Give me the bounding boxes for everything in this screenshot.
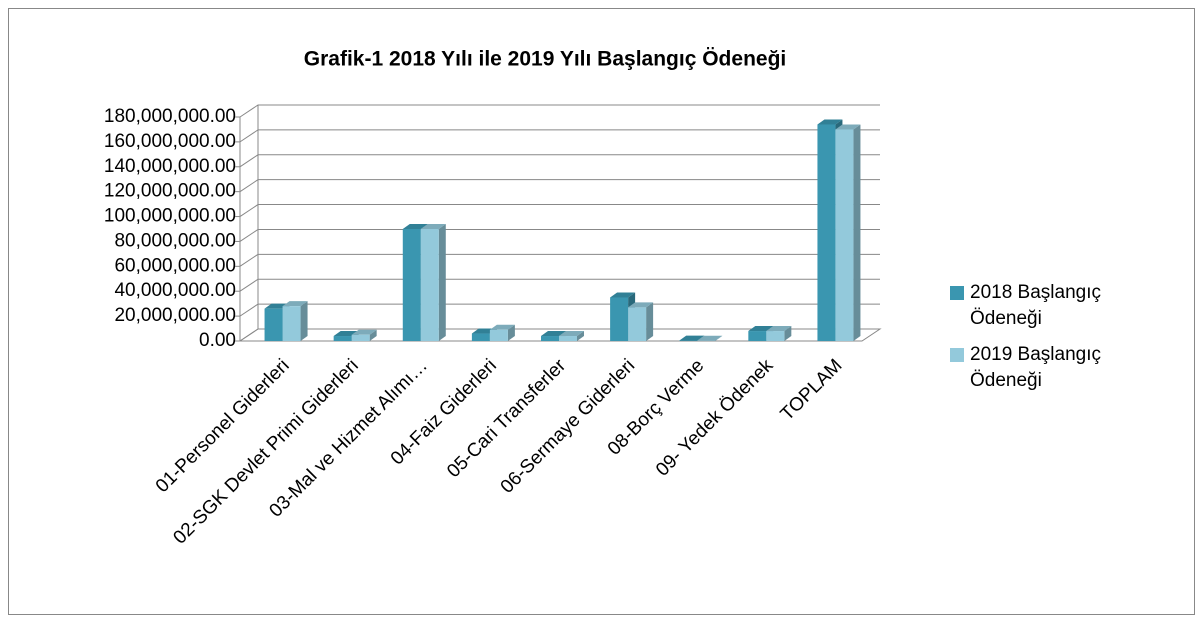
bar-side bbox=[853, 124, 861, 341]
bar-top bbox=[748, 326, 774, 332]
y-tick-label: 180,000,000.00 bbox=[104, 106, 236, 127]
legend-item: 2018 Başlangıç Ödeneği bbox=[950, 280, 1190, 332]
bar bbox=[489, 329, 508, 341]
grid-line bbox=[239, 104, 880, 118]
bar-top bbox=[628, 302, 654, 308]
bar bbox=[351, 334, 370, 341]
grid-line bbox=[239, 154, 880, 168]
bar-side bbox=[715, 335, 723, 341]
chart-border bbox=[8, 8, 1195, 615]
bar bbox=[748, 331, 767, 341]
y-tick-label: 40,000,000.00 bbox=[114, 280, 236, 301]
bar bbox=[817, 124, 836, 341]
bar bbox=[610, 297, 629, 341]
bar-side bbox=[646, 302, 654, 341]
bar bbox=[541, 336, 559, 341]
bar bbox=[628, 307, 647, 341]
bar bbox=[282, 306, 301, 341]
bar-side bbox=[577, 331, 584, 341]
bar-side bbox=[784, 326, 792, 341]
bar bbox=[835, 129, 854, 341]
grid-line bbox=[239, 228, 880, 242]
y-tick-label: 160,000,000.00 bbox=[104, 131, 236, 152]
bar-side bbox=[300, 301, 308, 341]
y-tick-label: 60,000,000.00 bbox=[114, 255, 236, 276]
bar-top bbox=[559, 331, 584, 337]
grid-line bbox=[239, 253, 880, 267]
legend: 2018 Başlangıç Ödeneği 2019 Başlangıç Öde… bbox=[950, 280, 1190, 404]
bar-top bbox=[489, 324, 515, 330]
grid-line bbox=[239, 328, 880, 342]
bar-top bbox=[351, 329, 377, 335]
bar bbox=[471, 333, 490, 341]
y-tick-label: 100,000,000.00 bbox=[104, 206, 236, 227]
y-tick-label: 0.00 bbox=[199, 330, 236, 351]
bar bbox=[766, 331, 785, 341]
bar bbox=[264, 308, 283, 341]
bar-top bbox=[835, 124, 861, 130]
legend-label: 2019 Başlangıç Ödeneği bbox=[970, 344, 1101, 391]
bar bbox=[333, 336, 352, 341]
legend-item: 2019 Başlangıç Ödeneği bbox=[950, 342, 1190, 394]
bar-top bbox=[817, 119, 843, 125]
bar-top bbox=[420, 224, 446, 229]
bar-top bbox=[541, 331, 566, 337]
bar-top bbox=[610, 292, 636, 298]
bar bbox=[420, 229, 439, 341]
grid-line bbox=[239, 278, 880, 292]
bar-top bbox=[402, 224, 428, 229]
bar bbox=[402, 229, 421, 341]
bar-top bbox=[679, 335, 705, 341]
bar bbox=[559, 336, 577, 341]
y-tick-label: 20,000,000.00 bbox=[114, 305, 236, 326]
legend-swatch bbox=[950, 348, 964, 362]
y-tick-label: 80,000,000.00 bbox=[114, 230, 236, 251]
bar-side bbox=[369, 329, 377, 341]
y-tick-label: 120,000,000.00 bbox=[104, 181, 236, 202]
grid-line bbox=[239, 204, 880, 217]
bar-top bbox=[282, 301, 308, 307]
grid-line bbox=[239, 129, 880, 143]
bar-top bbox=[766, 326, 792, 332]
grid-line bbox=[239, 303, 880, 317]
bar-side bbox=[438, 224, 446, 341]
grid-line bbox=[239, 179, 880, 193]
legend-label: 2018 Başlangıç Ödeneği bbox=[970, 282, 1101, 329]
bar-side bbox=[507, 324, 515, 341]
y-tick-label: 140,000,000.00 bbox=[104, 156, 236, 177]
legend-swatch bbox=[950, 286, 964, 300]
bar-top bbox=[697, 335, 723, 341]
chart-title: Grafik-1 2018 Yılı ile 2019 Yılı Başlang… bbox=[304, 48, 786, 71]
